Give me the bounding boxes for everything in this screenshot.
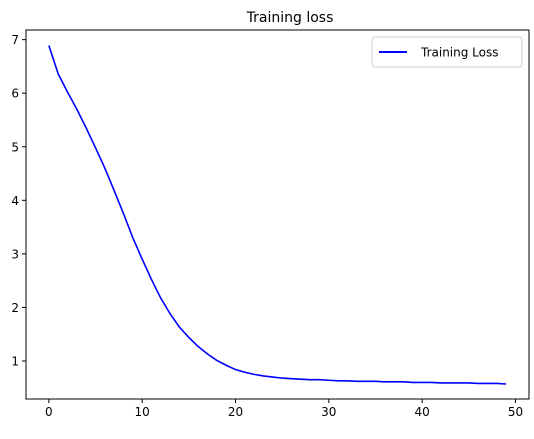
x-tick-label: 50 — [508, 405, 523, 419]
x-axis: 0 10 20 30 40 50 — [45, 399, 523, 419]
y-tick-label: 5 — [11, 140, 19, 154]
y-tick-label: 3 — [11, 247, 19, 261]
x-tick-label: 30 — [321, 405, 336, 419]
x-tick-label: 10 — [135, 405, 150, 419]
x-tick-label: 20 — [228, 405, 243, 419]
plot-frame — [25, 29, 530, 400]
series-layer — [48, 45, 507, 385]
legend-label-training-loss: Training Loss — [420, 46, 498, 60]
x-tick-label: 0 — [45, 405, 53, 419]
chart-title: Training loss — [246, 10, 334, 26]
y-tick-label: 6 — [11, 87, 19, 101]
y-tick-label: 2 — [11, 301, 19, 315]
x-tick-label: 40 — [415, 405, 430, 419]
y-tick-label: 7 — [11, 33, 19, 47]
y-axis: 1 2 3 4 5 6 7 — [11, 33, 26, 368]
y-tick-label: 4 — [11, 194, 19, 208]
y-tick-label: 1 — [11, 354, 19, 368]
legend-box — [371, 36, 523, 68]
legend: Training Loss — [371, 36, 523, 68]
series-line-training-loss — [48, 45, 507, 385]
